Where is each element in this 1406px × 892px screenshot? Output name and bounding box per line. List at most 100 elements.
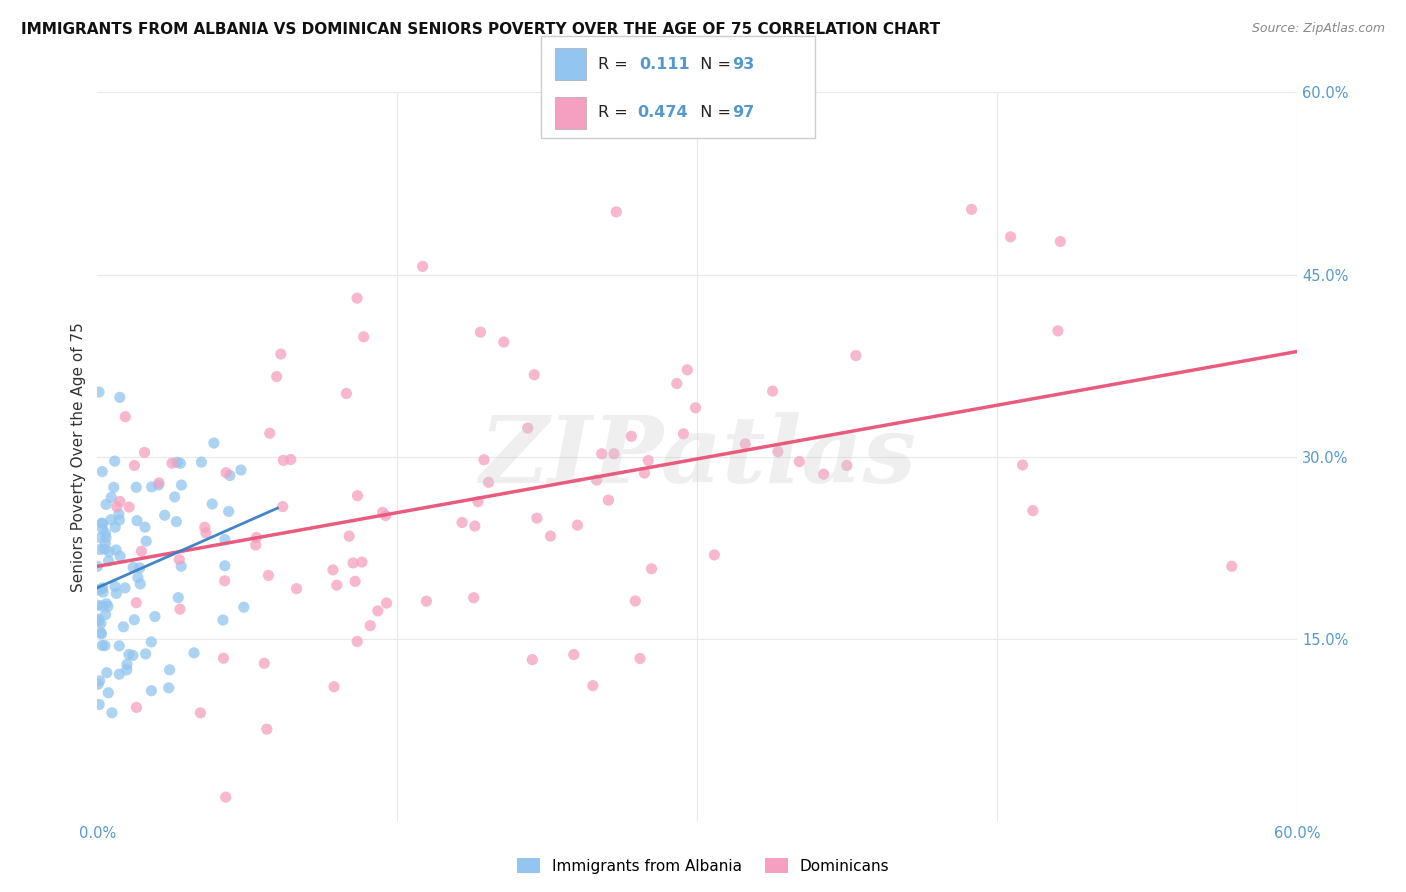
- Point: [104, 579, 127, 593]
- Point: [170, 478, 193, 492]
- Point: [472, 452, 495, 467]
- Point: [141, 635, 163, 649]
- Point: [125, 700, 148, 714]
- Point: [323, 680, 346, 694]
- Point: [94, 607, 117, 622]
- Point: [105, 542, 128, 557]
- Point: [375, 596, 398, 610]
- Point: [214, 533, 236, 547]
- Point: [591, 447, 613, 461]
- Text: R =: R =: [598, 57, 637, 72]
- Point: [567, 518, 589, 533]
- Point: [813, 467, 835, 482]
- Point: [104, 454, 127, 468]
- Point: [91, 585, 114, 599]
- Point: [169, 602, 191, 616]
- Text: ZIPatlas: ZIPatlas: [479, 412, 915, 502]
- Point: [637, 453, 659, 467]
- Point: [90, 627, 112, 641]
- Point: [135, 534, 157, 549]
- Point: [97, 599, 120, 614]
- Point: [101, 706, 124, 720]
- Point: [789, 454, 811, 468]
- Point: [165, 515, 187, 529]
- Text: R =: R =: [598, 105, 633, 120]
- Point: [201, 497, 224, 511]
- Point: [96, 597, 118, 611]
- Point: [124, 458, 146, 473]
- Point: [94, 497, 117, 511]
- Point: [170, 559, 193, 574]
- Point: [98, 545, 121, 559]
- Point: [86, 559, 108, 574]
- Point: [148, 478, 170, 492]
- Point: [256, 722, 278, 736]
- Point: [90, 582, 112, 596]
- Point: [90, 616, 112, 631]
- Point: [526, 511, 548, 525]
- Point: [463, 591, 485, 605]
- Point: [104, 520, 127, 534]
- Point: [166, 455, 188, 469]
- Point: [633, 466, 655, 480]
- Point: [412, 260, 434, 274]
- Point: [451, 516, 474, 530]
- Point: [477, 475, 499, 490]
- Point: [127, 571, 149, 585]
- Point: [121, 648, 143, 663]
- Point: [190, 706, 212, 720]
- Point: [202, 436, 225, 450]
- Point: [346, 291, 368, 305]
- Point: [114, 581, 136, 595]
- Point: [685, 401, 707, 415]
- Point: [131, 544, 153, 558]
- Point: [766, 444, 789, 458]
- Point: [326, 578, 349, 592]
- Point: [108, 513, 131, 527]
- Point: [167, 591, 190, 605]
- Point: [194, 520, 217, 534]
- Point: [103, 480, 125, 494]
- Point: [105, 500, 128, 514]
- Point: [122, 613, 145, 627]
- Text: 93: 93: [733, 57, 755, 72]
- Point: [835, 458, 858, 473]
- Point: [492, 334, 515, 349]
- Point: [540, 529, 562, 543]
- Point: [91, 522, 114, 536]
- Point: [367, 604, 389, 618]
- Point: [285, 582, 308, 596]
- Point: [624, 594, 647, 608]
- Text: 0.111: 0.111: [640, 57, 690, 72]
- Point: [214, 574, 236, 588]
- Point: [108, 390, 131, 404]
- Point: [516, 421, 538, 435]
- Point: [344, 574, 367, 589]
- Point: [620, 429, 643, 443]
- Point: [143, 609, 166, 624]
- Point: [245, 530, 267, 544]
- Point: [603, 447, 626, 461]
- Point: [257, 568, 280, 582]
- Point: [108, 639, 131, 653]
- Point: [94, 526, 117, 541]
- Point: [97, 686, 120, 700]
- Point: [665, 376, 688, 391]
- Point: [118, 500, 141, 514]
- Point: [562, 648, 585, 662]
- Point: [89, 698, 111, 712]
- Point: [134, 445, 156, 459]
- Point: [467, 494, 489, 508]
- Point: [346, 634, 368, 648]
- Point: [676, 363, 699, 377]
- Point: [91, 599, 114, 613]
- Point: [359, 618, 381, 632]
- Point: [128, 561, 150, 575]
- Point: [415, 594, 437, 608]
- Point: [134, 520, 156, 534]
- Point: [87, 599, 110, 613]
- Point: [141, 683, 163, 698]
- Point: [108, 549, 131, 564]
- Y-axis label: Seniors Poverty Over the Age of 75: Seniors Poverty Over the Age of 75: [72, 322, 86, 591]
- Point: [270, 347, 292, 361]
